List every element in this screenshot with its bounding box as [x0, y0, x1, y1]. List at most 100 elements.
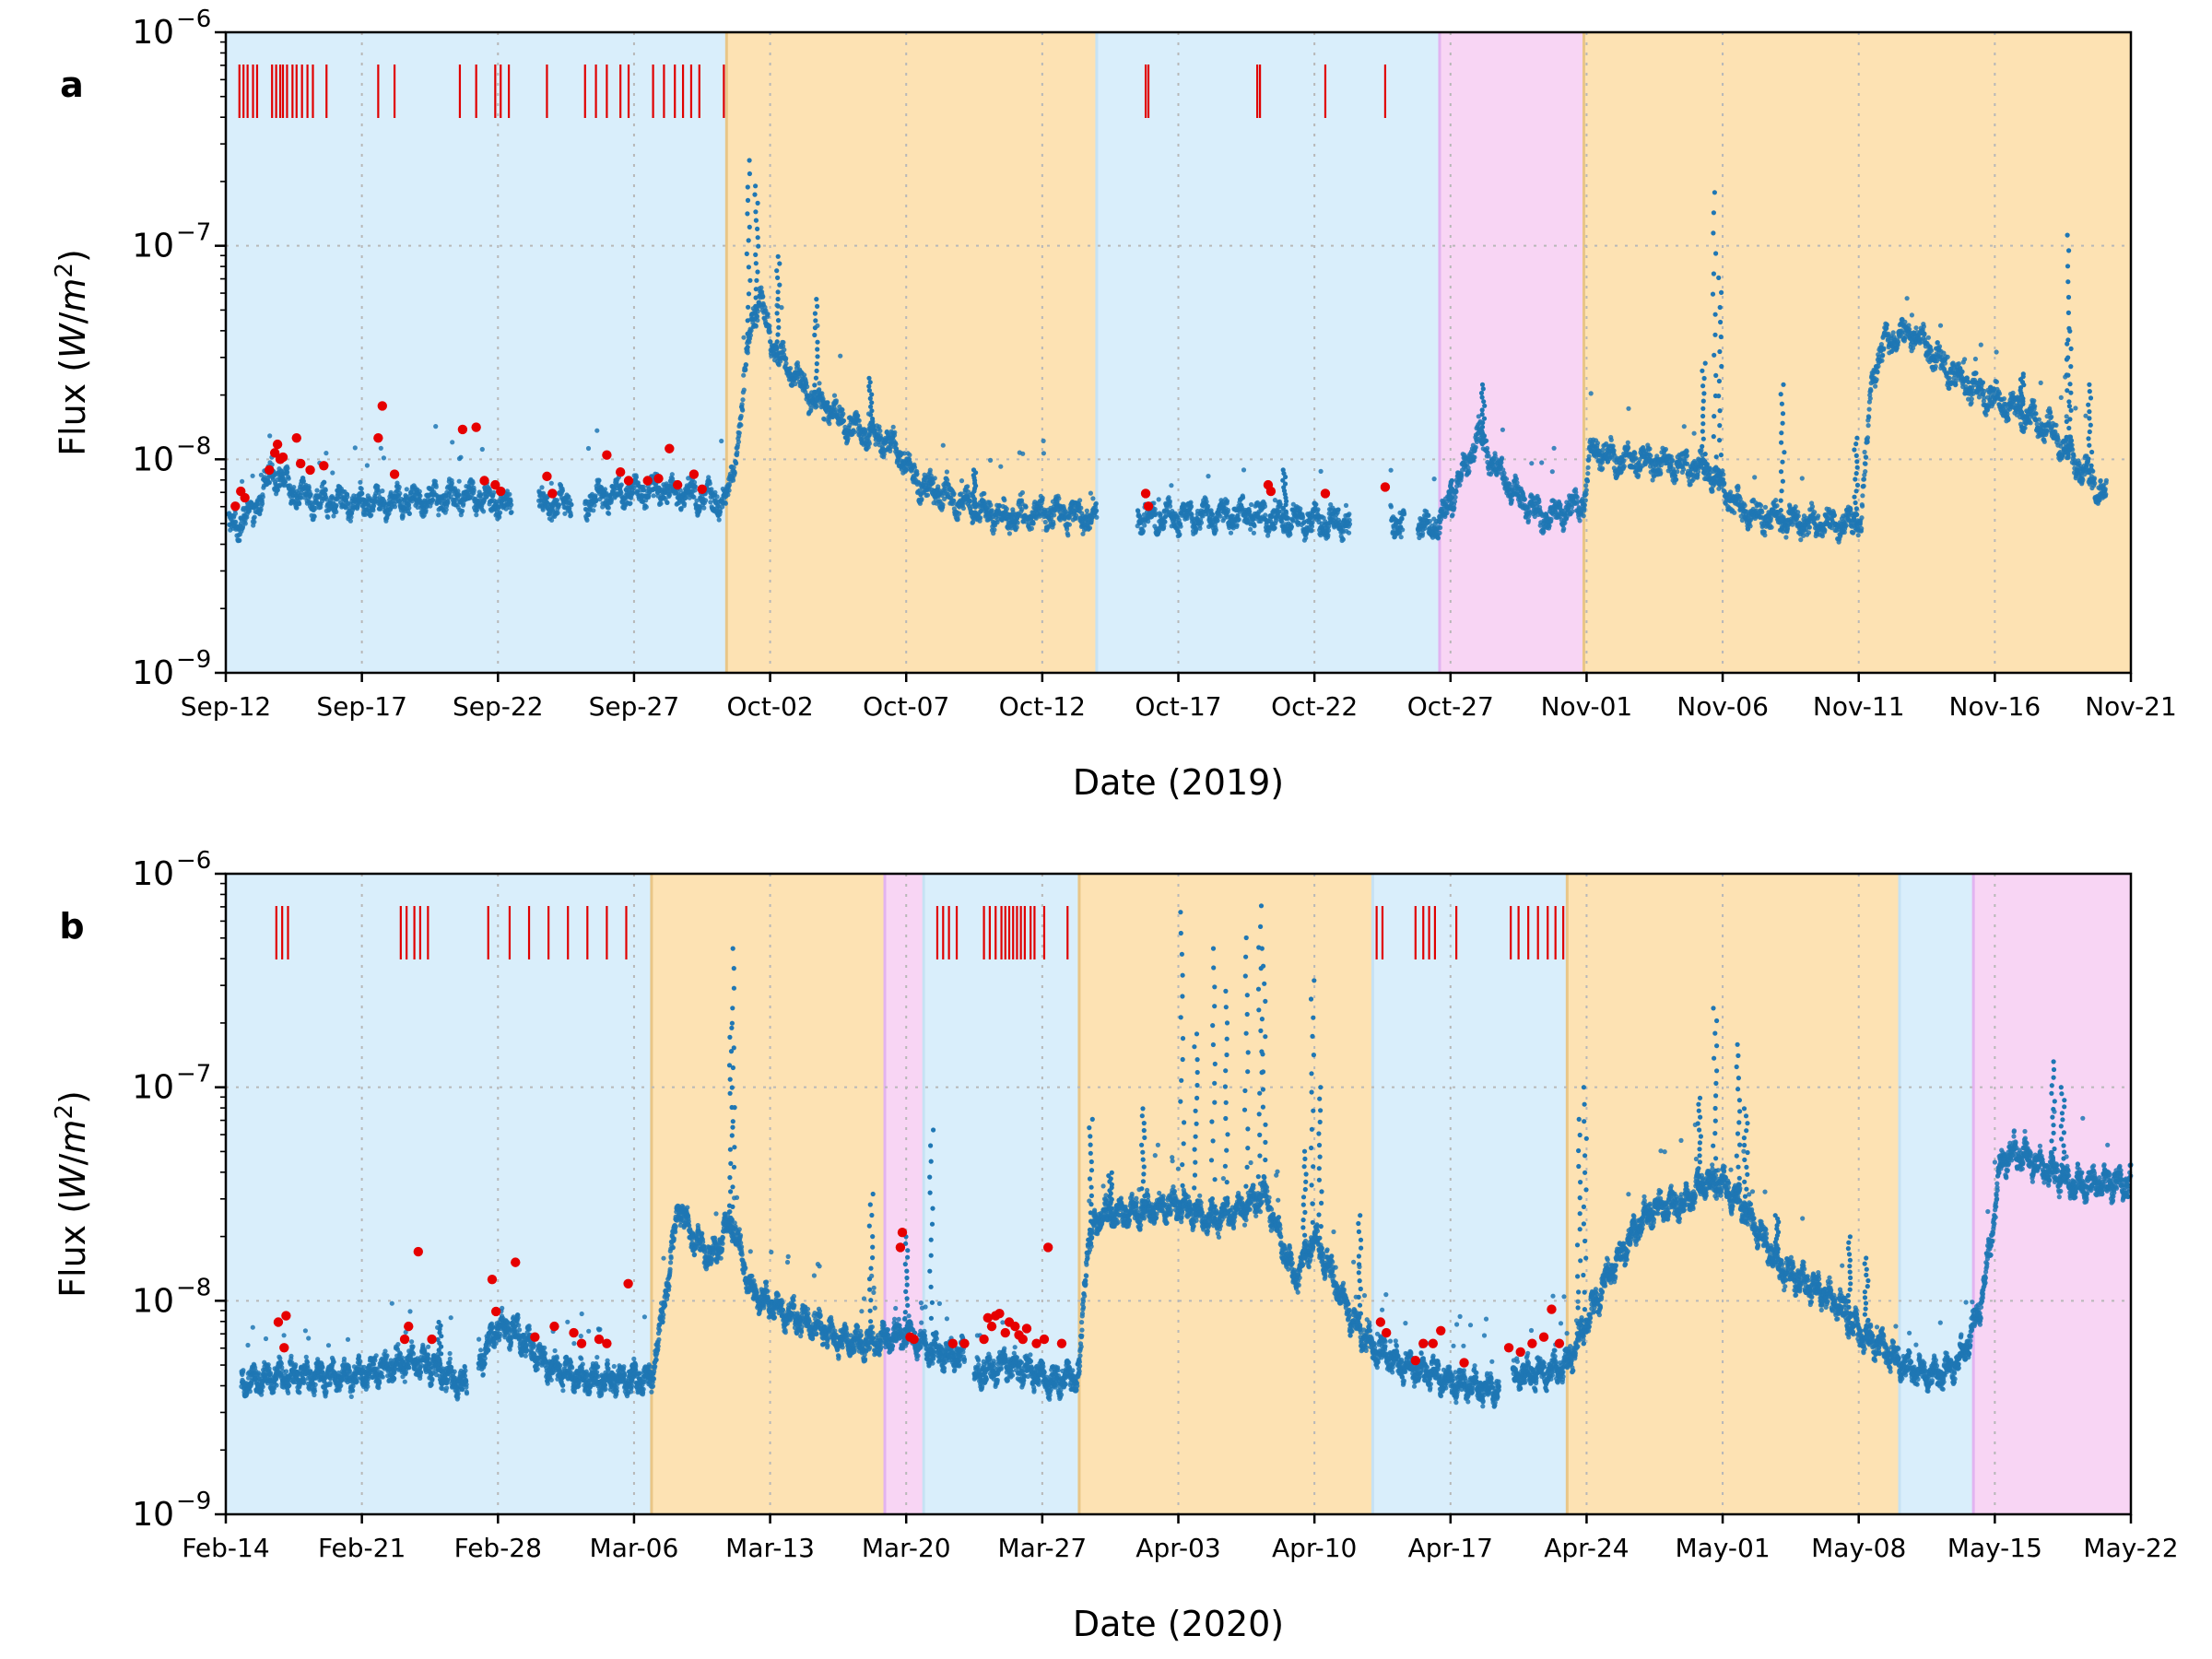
flux-point	[1721, 472, 1726, 477]
flux-point	[1002, 498, 1007, 503]
flux-point	[1224, 499, 1230, 504]
flux-point	[1206, 503, 1211, 509]
flux-point	[892, 429, 898, 435]
flux-point	[1499, 455, 1505, 461]
flux-point	[1577, 518, 1583, 524]
flux-point	[940, 442, 946, 448]
flux-point	[591, 508, 596, 513]
flux-point	[1006, 531, 1012, 536]
flux-point	[1236, 517, 1241, 523]
flux-point	[406, 505, 412, 511]
flux-point	[602, 487, 608, 492]
flux-point	[285, 469, 290, 475]
flux-point	[1485, 445, 1490, 451]
flux-point	[682, 501, 688, 507]
flux-point	[312, 513, 317, 520]
flux-point	[449, 480, 454, 486]
flux-point	[375, 484, 381, 489]
flux-point	[968, 498, 973, 504]
flux-point	[1626, 445, 1631, 451]
flux-point	[470, 480, 476, 486]
flux-point	[1065, 526, 1070, 532]
flux-point	[1206, 474, 1211, 479]
flux-point	[1722, 480, 1727, 486]
flux-point	[1585, 465, 1591, 470]
flux-point	[298, 495, 303, 500]
flux-point	[1177, 532, 1182, 537]
flux-point	[1769, 524, 1774, 530]
flux-point	[817, 381, 822, 386]
flux-point	[1399, 516, 1405, 522]
flux-point	[400, 513, 406, 520]
flux-point	[1437, 530, 1442, 535]
flux-point	[1675, 469, 1680, 475]
flux-point	[275, 488, 280, 493]
flux-point	[755, 309, 760, 314]
flux-point	[802, 372, 807, 378]
flux-point	[782, 347, 787, 353]
flux-point	[1248, 526, 1253, 533]
flux-point	[1611, 448, 1617, 453]
flux-point	[643, 504, 649, 510]
flux-point	[827, 421, 832, 427]
flux-point	[743, 362, 749, 368]
flux-point	[1509, 498, 1514, 503]
flux-point	[1247, 509, 1253, 514]
flux-point	[1014, 524, 1019, 530]
flux-point	[334, 509, 339, 515]
flux-point	[1252, 524, 1257, 529]
flux-point	[1335, 507, 1341, 512]
flux-point	[252, 514, 257, 520]
flux-point	[1094, 508, 1100, 513]
flux-point	[741, 387, 747, 393]
flux-point	[555, 510, 560, 516]
flux-point	[978, 515, 983, 521]
flux-point	[877, 428, 883, 434]
flux-point	[548, 480, 554, 486]
flux-point	[594, 428, 600, 433]
flux-point	[856, 418, 862, 423]
flux-point	[1178, 524, 1183, 529]
flux-point	[436, 512, 441, 518]
flux-point	[1635, 473, 1641, 478]
flux-point	[1435, 535, 1441, 541]
flux-point	[1398, 535, 1404, 540]
flux-point	[1015, 520, 1020, 525]
flux-point	[287, 483, 293, 488]
flux-point	[723, 500, 729, 506]
flux-point	[1298, 506, 1303, 512]
flux-point	[1500, 427, 1505, 432]
flux-point	[1347, 512, 1352, 517]
flux-point	[1234, 523, 1240, 528]
flux-point	[1583, 483, 1589, 488]
flux-point	[358, 479, 363, 485]
flux-point	[1431, 477, 1437, 482]
flux-point	[606, 505, 611, 511]
flux-point	[378, 445, 383, 451]
flux-point	[1525, 518, 1531, 524]
flux-point	[348, 514, 354, 520]
flux-point	[1558, 502, 1563, 508]
flux-point	[312, 505, 318, 511]
flux-point	[1621, 464, 1627, 469]
flux-point	[267, 433, 273, 439]
flux-point	[1426, 512, 1431, 519]
flux-point	[294, 505, 300, 511]
flux-point	[725, 492, 731, 498]
regime-band-transition	[1439, 32, 1584, 673]
flux-point	[1663, 446, 1668, 453]
flux-point	[1459, 473, 1465, 478]
flux-point	[628, 500, 633, 506]
flux-point	[404, 487, 409, 492]
flux-point	[831, 393, 838, 398]
flux-point	[1450, 512, 1455, 518]
flux-point	[1759, 503, 1764, 509]
flux-point	[381, 455, 386, 461]
flux-point	[907, 453, 912, 458]
flux-point	[1574, 494, 1580, 500]
flux-point	[1090, 496, 1096, 501]
flux-point	[491, 489, 497, 496]
flux-point	[877, 424, 882, 429]
flux-point	[232, 511, 238, 516]
flux-point	[1074, 513, 1079, 519]
